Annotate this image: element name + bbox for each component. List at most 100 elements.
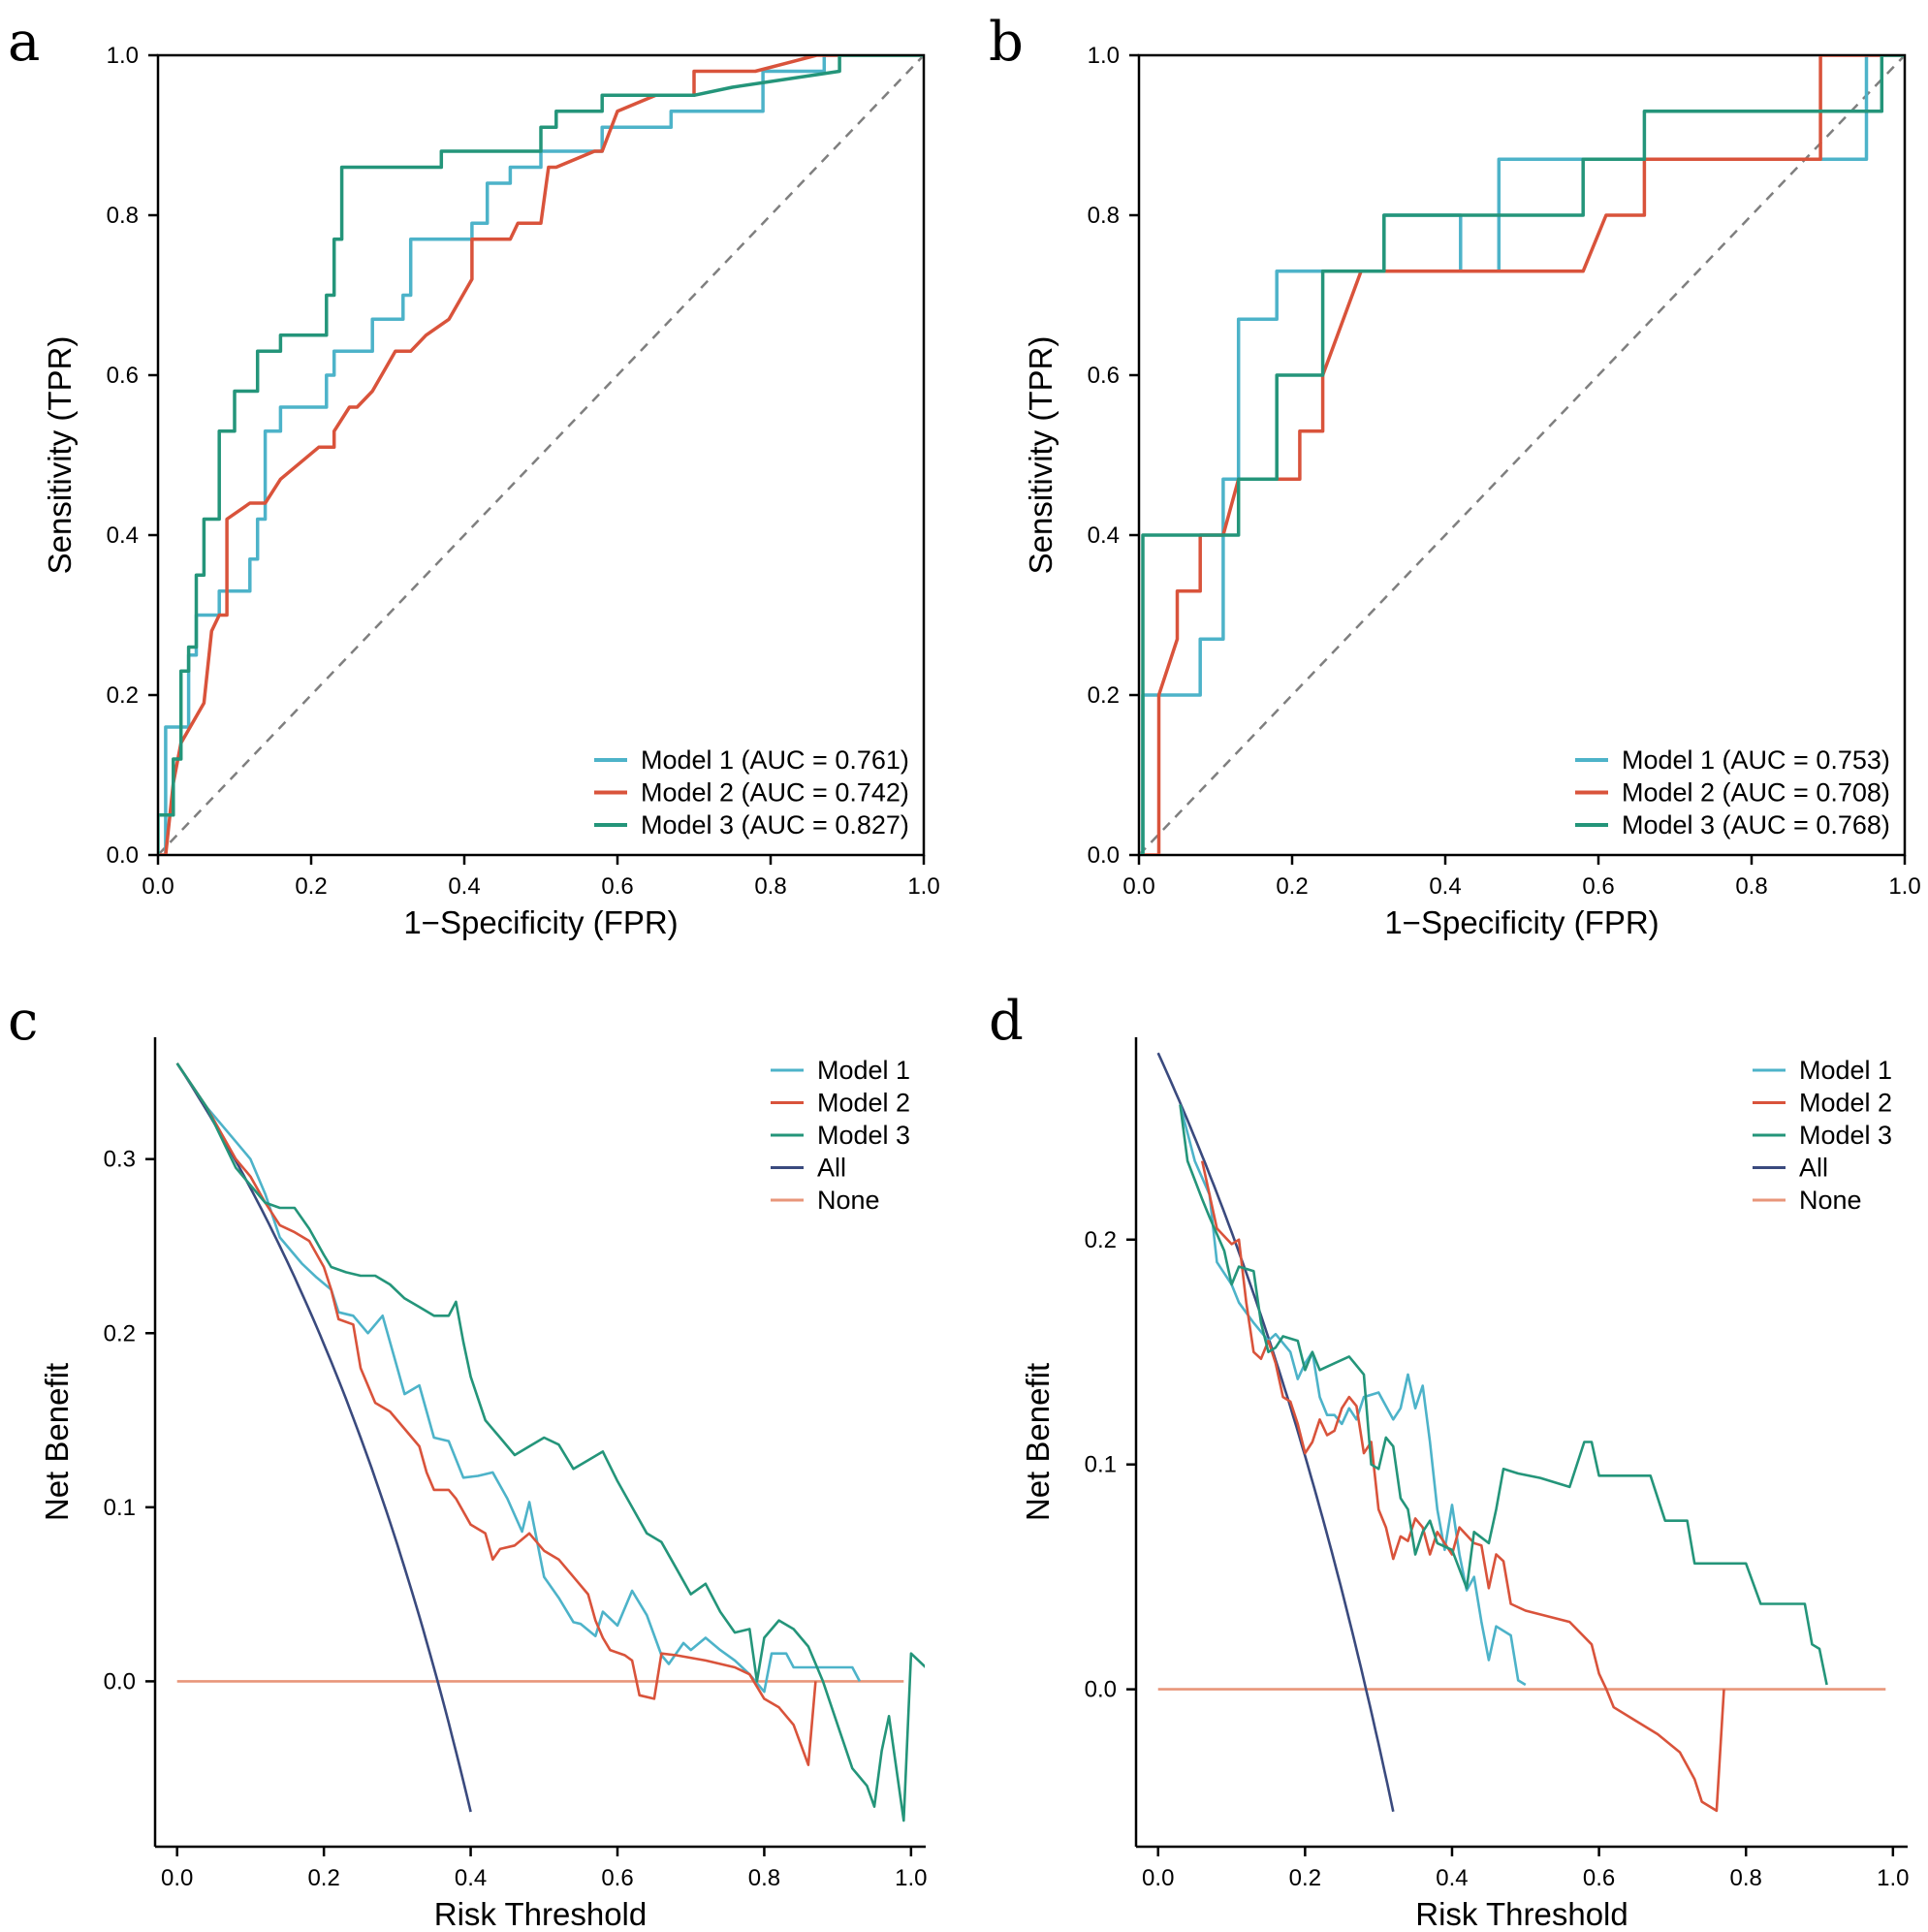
- x-tick-label: 0.0: [161, 1865, 193, 1891]
- series-line-model-2: [175, 1062, 817, 1766]
- y-tick-label: 0.6: [107, 363, 139, 389]
- x-axis-label: Risk Threshold: [434, 1896, 647, 1932]
- y-tick-label: 0.0: [107, 842, 139, 869]
- series-line-model-1: [1179, 1104, 1527, 1687]
- y-tick-label: 0.2: [107, 682, 139, 709]
- series-line-model-2: [1140, 56, 1904, 854]
- legend-label: Model 1 (AUC = 0.761): [641, 745, 909, 775]
- y-axis-label: Net Benefit: [39, 1363, 75, 1521]
- y-tick-label: 0.1: [1085, 1452, 1117, 1478]
- x-tick-label: 0.6: [1582, 873, 1614, 900]
- series-line-all: [175, 1062, 472, 1813]
- legend-label: Model 1 (AUC = 0.753): [1622, 745, 1890, 775]
- x-tick-label: 0.4: [1429, 873, 1461, 900]
- series-line-model-1: [1140, 56, 1904, 854]
- legend-label: Model 3: [817, 1121, 910, 1150]
- y-tick-label: 0.0: [1085, 1677, 1117, 1703]
- legend-label: Model 3: [1799, 1121, 1892, 1150]
- x-tick-label: 0.4: [448, 873, 480, 900]
- legend-label: Model 2: [817, 1089, 910, 1118]
- y-tick-label: 0.0: [104, 1668, 136, 1694]
- reference-diagonal: [159, 56, 923, 854]
- x-tick-label: 1.0: [1877, 1865, 1909, 1891]
- x-tick-label: 0.2: [1276, 873, 1308, 900]
- x-tick-label: 0.2: [307, 1865, 339, 1891]
- y-tick-label: 0.4: [1088, 523, 1120, 549]
- y-axis-label: Net Benefit: [1020, 1363, 1056, 1521]
- legend: Model 1 Model 2 Model 3 All None: [771, 1056, 910, 1215]
- y-axis-label: Sensitivity (TPR): [42, 336, 78, 575]
- legend-label: Model 1: [1799, 1056, 1892, 1085]
- panel-b: b 0.0 0.2 0.4 0.6 0.8 1.0 0.0 0.2 0.4 0.6 0.8 1.0 1−S…: [989, 11, 1921, 940]
- legend-label: Model 3 (AUC = 0.768): [1622, 810, 1890, 839]
- panel-label: a: [8, 11, 40, 74]
- y-tick-label: 0.4: [107, 523, 139, 549]
- series-line-all: [1156, 1052, 1395, 1813]
- series-line-model-2: [1200, 1160, 1725, 1813]
- panel-c: c 0.0 0.2 0.4 0.6 0.8 1.0 0.0 0.1 0.2 0.3 Risk Thre…: [8, 990, 928, 1932]
- x-axis-label: 1−Specificity (FPR): [403, 904, 678, 940]
- series-line-model-3: [159, 56, 923, 854]
- panel-label: d: [989, 990, 1024, 1053]
- plot-area: [159, 56, 923, 854]
- y-tick-label: 0.6: [1088, 363, 1120, 389]
- legend: Model 1 Model 2 Model 3 All None: [1753, 1056, 1892, 1215]
- legend-label: Model 2 (AUC = 0.742): [641, 778, 909, 808]
- x-tick-label: 0.8: [1735, 873, 1767, 900]
- plot-area: [1156, 1052, 1886, 1813]
- x-tick-label: 1.0: [895, 1865, 927, 1891]
- panel-d: d 0.0 0.2 0.4 0.6 0.8 1.0 0.0 0.1 0.2 Risk Thresho…: [989, 990, 1910, 1932]
- y-tick-label: 0.2: [1088, 682, 1120, 709]
- legend-label: Model 2 (AUC = 0.708): [1622, 778, 1890, 808]
- x-tick-label: 0.4: [455, 1865, 487, 1891]
- series-line-model-3: [175, 1062, 925, 1822]
- y-tick-label: 0.0: [1088, 842, 1120, 869]
- y-tick-label: 0.8: [107, 203, 139, 229]
- plot-area: [175, 1062, 925, 1822]
- x-tick-label: 0.2: [1289, 1865, 1321, 1891]
- x-tick-label: 0.8: [754, 873, 786, 900]
- legend-label: None: [1799, 1186, 1862, 1215]
- x-axis-label: 1−Specificity (FPR): [1384, 904, 1659, 940]
- y-tick-label: 0.2: [104, 1320, 136, 1346]
- panel-a: a 0.0 0.2 0.4 0.6 0.8 1.0 0.0 0.2 0.4 0.6 0.8 1.0 1−S…: [8, 11, 940, 940]
- panel-label: b: [989, 11, 1024, 74]
- series-line-model-3: [1179, 1104, 1828, 1686]
- x-tick-label: 0.8: [1730, 1865, 1762, 1891]
- legend: Model 1 (AUC = 0.761)Model 2 (AUC = 0.74…: [594, 745, 909, 839]
- x-tick-label: 0.6: [601, 873, 633, 900]
- legend-label: Model 1: [817, 1056, 910, 1085]
- legend-label: All: [817, 1154, 846, 1183]
- series-line-model-1: [175, 1062, 862, 1694]
- legend-label: Model 2: [1799, 1089, 1892, 1118]
- plot-frame: [156, 53, 926, 857]
- x-axis-label: Risk Threshold: [1415, 1896, 1628, 1932]
- series-line-model-3: [1140, 56, 1904, 854]
- y-tick-label: 0.1: [104, 1495, 136, 1521]
- x-tick-label: 0.6: [601, 1865, 633, 1891]
- plot-frame: [1137, 53, 1907, 857]
- reference-diagonal: [1140, 56, 1904, 854]
- series-line-model-1: [159, 56, 923, 854]
- x-tick-label: 0.4: [1436, 1865, 1468, 1891]
- legend-label: All: [1799, 1154, 1828, 1183]
- x-tick-label: 0.0: [1122, 873, 1154, 900]
- x-tick-label: 0.6: [1583, 1865, 1615, 1891]
- x-tick-label: 1.0: [1888, 873, 1920, 900]
- x-tick-label: 0.0: [1142, 1865, 1174, 1891]
- y-tick-label: 1.0: [1088, 43, 1120, 69]
- y-tick-label: 0.8: [1088, 203, 1120, 229]
- y-tick-label: 0.2: [1085, 1227, 1117, 1253]
- x-tick-label: 0.8: [748, 1865, 780, 1891]
- x-tick-label: 0.2: [295, 873, 327, 900]
- y-axis-label: Sensitivity (TPR): [1023, 336, 1059, 575]
- legend: Model 1 (AUC = 0.753)Model 2 (AUC = 0.70…: [1575, 745, 1890, 839]
- legend-label: None: [817, 1186, 880, 1215]
- series-line-model-2: [159, 56, 923, 854]
- y-tick-label: 0.3: [104, 1147, 136, 1173]
- panel-label: c: [8, 990, 38, 1053]
- legend-label: Model 3 (AUC = 0.827): [641, 810, 909, 839]
- x-tick-label: 0.0: [142, 873, 174, 900]
- plot-area: [1140, 56, 1904, 854]
